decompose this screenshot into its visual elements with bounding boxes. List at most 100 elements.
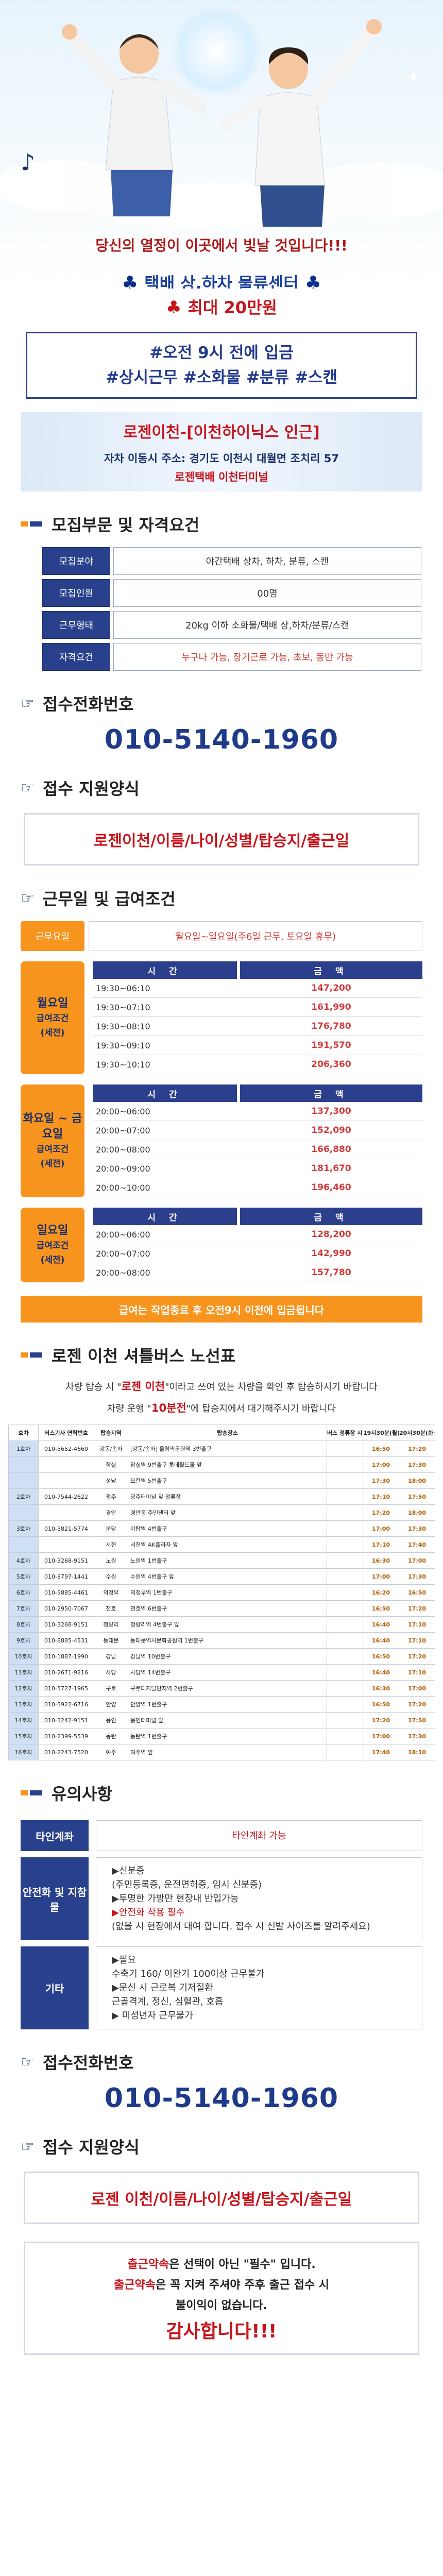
recruit-row-value: 00명 xyxy=(113,579,421,607)
pay-amount: 157,780 xyxy=(311,1267,351,1278)
shuttle-time-mon: 17:00 xyxy=(363,1520,399,1537)
pay-block-sunday: 일요일 급여조건 (세전) 시 간 금 액 20:00~06:00 128,200… xyxy=(21,1208,422,1282)
shuttle-bus-no: 14호차 xyxy=(8,1712,39,1728)
section-title: 근무일 및 급여조건 xyxy=(42,889,176,909)
work-days-value: 월요일~일요일(주6일 근무, 토요일 휴무) xyxy=(89,921,422,951)
section-heading-recruit: 모집부문 및 자격요건 xyxy=(21,512,443,536)
pay-row: 20:00~09:00 181,670 xyxy=(93,1159,422,1178)
caution-label: 기타 xyxy=(21,1946,89,2029)
shuttle-bus-no: 3호차 xyxy=(8,1520,39,1537)
pay-amount: 161,990 xyxy=(311,1002,351,1012)
shuttle-area: 사당 xyxy=(94,1664,128,1681)
shuttle-stop-time xyxy=(327,1664,363,1681)
shuttle-driver-phone: 010-1887-1990 xyxy=(38,1648,94,1665)
shuttle-place: 광주터미널 앞 정류장 xyxy=(128,1488,327,1505)
club-icon: ♣ xyxy=(122,273,139,289)
pointing-hand-icon: ☞ xyxy=(21,889,35,907)
section-title: 접수전화번호 xyxy=(42,694,134,714)
bullet-icon xyxy=(21,1790,42,1795)
col-header: 19시30분(월) xyxy=(363,1425,399,1441)
shuttle-driver-phone xyxy=(38,1472,94,1489)
hero-center-name: 택배 상,하차 물류센터 xyxy=(144,274,299,289)
final-line: 출근약속은 선택이 아닌 "필수" 입니다. xyxy=(41,2255,402,2275)
caution-label: 안전화 및 지참 물 xyxy=(21,1857,89,1940)
phone-number[interactable]: 010-5140-1960 xyxy=(104,724,339,755)
shuttle-area: 수원 xyxy=(94,1568,128,1585)
shuttle-driver-phone: 010-2950-7067 xyxy=(38,1600,94,1617)
thanks-text: 감사합니다!!! xyxy=(166,2321,277,2342)
promo-line-1: #오전 9시 전에 입금 xyxy=(149,344,294,362)
recruit-row: 근무형태 20kg 이하 소화물/택배 상,하차/분류/스캔 xyxy=(42,611,421,639)
shuttle-time-tue-sun: 17:50 xyxy=(399,1488,435,1505)
shuttle-place: 구로디지털단지역 2번출구 xyxy=(128,1680,327,1697)
shuttle-time-tue-sun: 17:20 xyxy=(399,1648,435,1665)
shuttle-place: 천호역 6번출구 xyxy=(128,1600,327,1617)
shuttle-body: 1호차 010-5652-4660 강동/송파 [강동/송파] 올림픽공원역 3번출구… xyxy=(8,1440,435,1760)
col-header: 탑승지역 xyxy=(94,1425,128,1441)
caution-value: ▶신분증 (주민등록증, 운전면허증, 임시 신분증) ▶투명한 가방만 현장내… xyxy=(96,1857,422,1940)
work-days-row: 근무요일 월요일~일요일(주6일 근무, 토요일 휴무) xyxy=(21,921,422,951)
shuttle-bus-no: 5호차 xyxy=(8,1568,39,1585)
shuttle-driver-phone: 010-5727-1965 xyxy=(38,1680,94,1697)
shuttle-driver-phone: 010-3242-9151 xyxy=(38,1712,94,1728)
col-header: 20시30분(화~일) xyxy=(399,1425,435,1441)
caution-value: ▶필요 수축기 160/ 이완기 100이상 근무불가 ▶문신 시 근로복 기저… xyxy=(96,1946,422,2029)
shuttle-time-mon: 17:00 xyxy=(363,1568,399,1585)
note-highlight: 10분전 xyxy=(151,1402,186,1414)
shuttle-time-mon: 16:50 xyxy=(363,1696,399,1713)
shuttle-area: 분당 xyxy=(94,1520,128,1537)
caution-row: 타인계좌 타인계좌 가능 xyxy=(21,1820,422,1851)
shuttle-driver-phone: 010-7544-2622 xyxy=(38,1488,94,1505)
shuttle-area: 광주 xyxy=(94,1488,128,1505)
caution-value: 타인계좌 가능 xyxy=(96,1820,422,1851)
pay-time: 20:00~08:00 xyxy=(96,1267,150,1278)
pay-amount: 142,990 xyxy=(311,1248,351,1259)
pay-time: 20:00~09:00 xyxy=(96,1163,150,1174)
pay-row: 19:30~06:10 147,200 xyxy=(93,979,422,998)
shuttle-bus-no xyxy=(8,1472,39,1489)
pay-row: 20:00~07:00 152,090 xyxy=(93,1121,422,1140)
col-header: 탑승장소 xyxy=(128,1425,327,1441)
pay-block-sub: (세전) xyxy=(40,1158,65,1169)
shuttle-time-mon: 16:50 xyxy=(363,1648,399,1665)
pay-block-sub: 급여조건 xyxy=(36,1013,69,1024)
shuttle-row: 서현 서현역 AK플라자 앞 17:10 17:40 xyxy=(8,1536,435,1553)
pay-amount: 152,090 xyxy=(311,1125,351,1136)
shuttle-area: 서현 xyxy=(94,1536,128,1553)
shuttle-stop-time xyxy=(327,1504,363,1521)
section-heading-format: ☞ 접수 지원양식 xyxy=(21,776,443,800)
shuttle-time-tue-sun: 17:30 xyxy=(399,1728,435,1744)
shuttle-bus-no: 2호차 xyxy=(8,1488,39,1505)
note-text: "이라고 쓰여 있는 차량을 확인 후 탑승하시기 바랍니다 xyxy=(165,1382,378,1393)
pay-row: 19:30~07:10 161,990 xyxy=(93,998,422,1017)
phone-number[interactable]: 010-5140-1960 xyxy=(104,2083,339,2114)
pay-block-label: 일요일 급여조건 (세전) xyxy=(21,1208,84,1282)
pay-table: 시 간 금 액 20:00~06:00 137,300 20:00~07:00 15… xyxy=(93,1084,422,1197)
promo-box: #오전 9시 전에 입금 #상시근무 #소화물 #분류 #스캔 xyxy=(26,332,417,399)
shuttle-area: 천호 xyxy=(94,1600,128,1617)
max-wage-text: 최대 20만원 xyxy=(188,298,277,317)
person-right-figure xyxy=(220,19,382,227)
shuttle-row: 3호차 010-5821-5774 분당 야탑역 4번출구 17:00 17:30 xyxy=(8,1520,435,1537)
shuttle-stop-time xyxy=(327,1552,363,1569)
pay-amount: 137,300 xyxy=(311,1106,351,1116)
header-pay: 금 액 xyxy=(240,1084,422,1102)
shuttle-row: 14호차 010-3242-9151 용인 용인터미널 앞 17:20 17:50 xyxy=(8,1712,435,1728)
shuttle-time-mon: 17:10 xyxy=(363,1536,399,1553)
pay-block-day: 일요일 xyxy=(37,1224,69,1237)
pay-block-sub: 급여조건 xyxy=(36,1240,69,1251)
shuttle-time-tue-sun: 17:30 xyxy=(399,1456,435,1473)
shuttle-time-tue-sun: 17:00 xyxy=(399,1552,435,1569)
max-wage: ♣ 최대 20만원 xyxy=(0,295,443,318)
pay-time: 19:30~07:10 xyxy=(96,1002,150,1012)
shuttle-driver-phone: 010-3268-9151 xyxy=(38,1552,94,1569)
shuttle-bus-no: 13호차 xyxy=(8,1696,39,1713)
company-name: 로젠이천-[이천하이닉스 인근] xyxy=(123,423,320,442)
shuttle-driver-phone: 010-5885-4461 xyxy=(38,1584,94,1601)
section-title: 로젠 이천 셔틀버스 노선표 xyxy=(52,1346,236,1366)
shuttle-driver-phone xyxy=(38,1536,94,1553)
work-days-label: 근무요일 xyxy=(21,921,84,951)
shuttle-place: 노원역 1번출구 xyxy=(128,1552,327,1569)
shuttle-driver-phone xyxy=(38,1504,94,1521)
hero-sky-glow xyxy=(170,5,263,98)
